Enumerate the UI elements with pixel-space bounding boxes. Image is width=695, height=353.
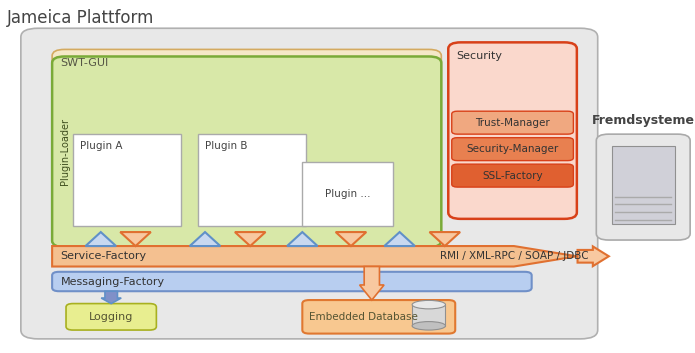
Text: Fremdsysteme: Fremdsysteme: [591, 114, 695, 127]
Bar: [73, 134, 181, 226]
Ellipse shape: [412, 322, 445, 330]
Text: SWT-GUI: SWT-GUI: [60, 58, 108, 68]
Polygon shape: [235, 232, 265, 246]
Text: Plugin B: Plugin B: [205, 141, 247, 151]
FancyBboxPatch shape: [448, 42, 577, 219]
Polygon shape: [359, 267, 384, 300]
Polygon shape: [101, 291, 121, 304]
FancyBboxPatch shape: [52, 56, 441, 247]
Bar: [302, 162, 393, 226]
Text: Logging: Logging: [89, 312, 133, 322]
Polygon shape: [287, 232, 318, 246]
Text: Plugin A: Plugin A: [80, 141, 122, 151]
Text: Jameica Plattform: Jameica Plattform: [7, 9, 154, 27]
Text: Embedded Database: Embedded Database: [309, 312, 418, 322]
FancyBboxPatch shape: [302, 300, 455, 334]
FancyBboxPatch shape: [452, 138, 573, 161]
Bar: [412, 305, 445, 326]
Text: Security-Manager: Security-Manager: [466, 144, 559, 154]
Text: SSL-Factory: SSL-Factory: [482, 170, 543, 181]
FancyBboxPatch shape: [452, 164, 573, 187]
Polygon shape: [578, 246, 609, 266]
Polygon shape: [52, 246, 577, 267]
Polygon shape: [430, 232, 460, 246]
Text: Messaging-Factory: Messaging-Factory: [60, 276, 165, 287]
Polygon shape: [336, 232, 366, 246]
Text: Plugin-Loader: Plugin-Loader: [60, 118, 70, 185]
Polygon shape: [384, 232, 415, 246]
Text: Plugin ...: Plugin ...: [325, 189, 370, 199]
Polygon shape: [120, 232, 151, 246]
Text: RMI / XML-RPC / SOAP / JDBC: RMI / XML-RPC / SOAP / JDBC: [440, 251, 589, 261]
FancyBboxPatch shape: [21, 28, 598, 339]
Bar: [612, 146, 675, 224]
FancyBboxPatch shape: [452, 111, 573, 134]
FancyBboxPatch shape: [52, 49, 441, 176]
Text: Security: Security: [457, 51, 502, 61]
Bar: [198, 134, 306, 226]
Polygon shape: [85, 232, 116, 246]
Text: Trust-Manager: Trust-Manager: [475, 118, 550, 128]
Polygon shape: [190, 232, 220, 246]
FancyBboxPatch shape: [52, 272, 532, 291]
FancyBboxPatch shape: [66, 304, 156, 330]
FancyBboxPatch shape: [596, 134, 690, 240]
Text: Service-Factory: Service-Factory: [60, 251, 147, 261]
Ellipse shape: [412, 300, 445, 309]
